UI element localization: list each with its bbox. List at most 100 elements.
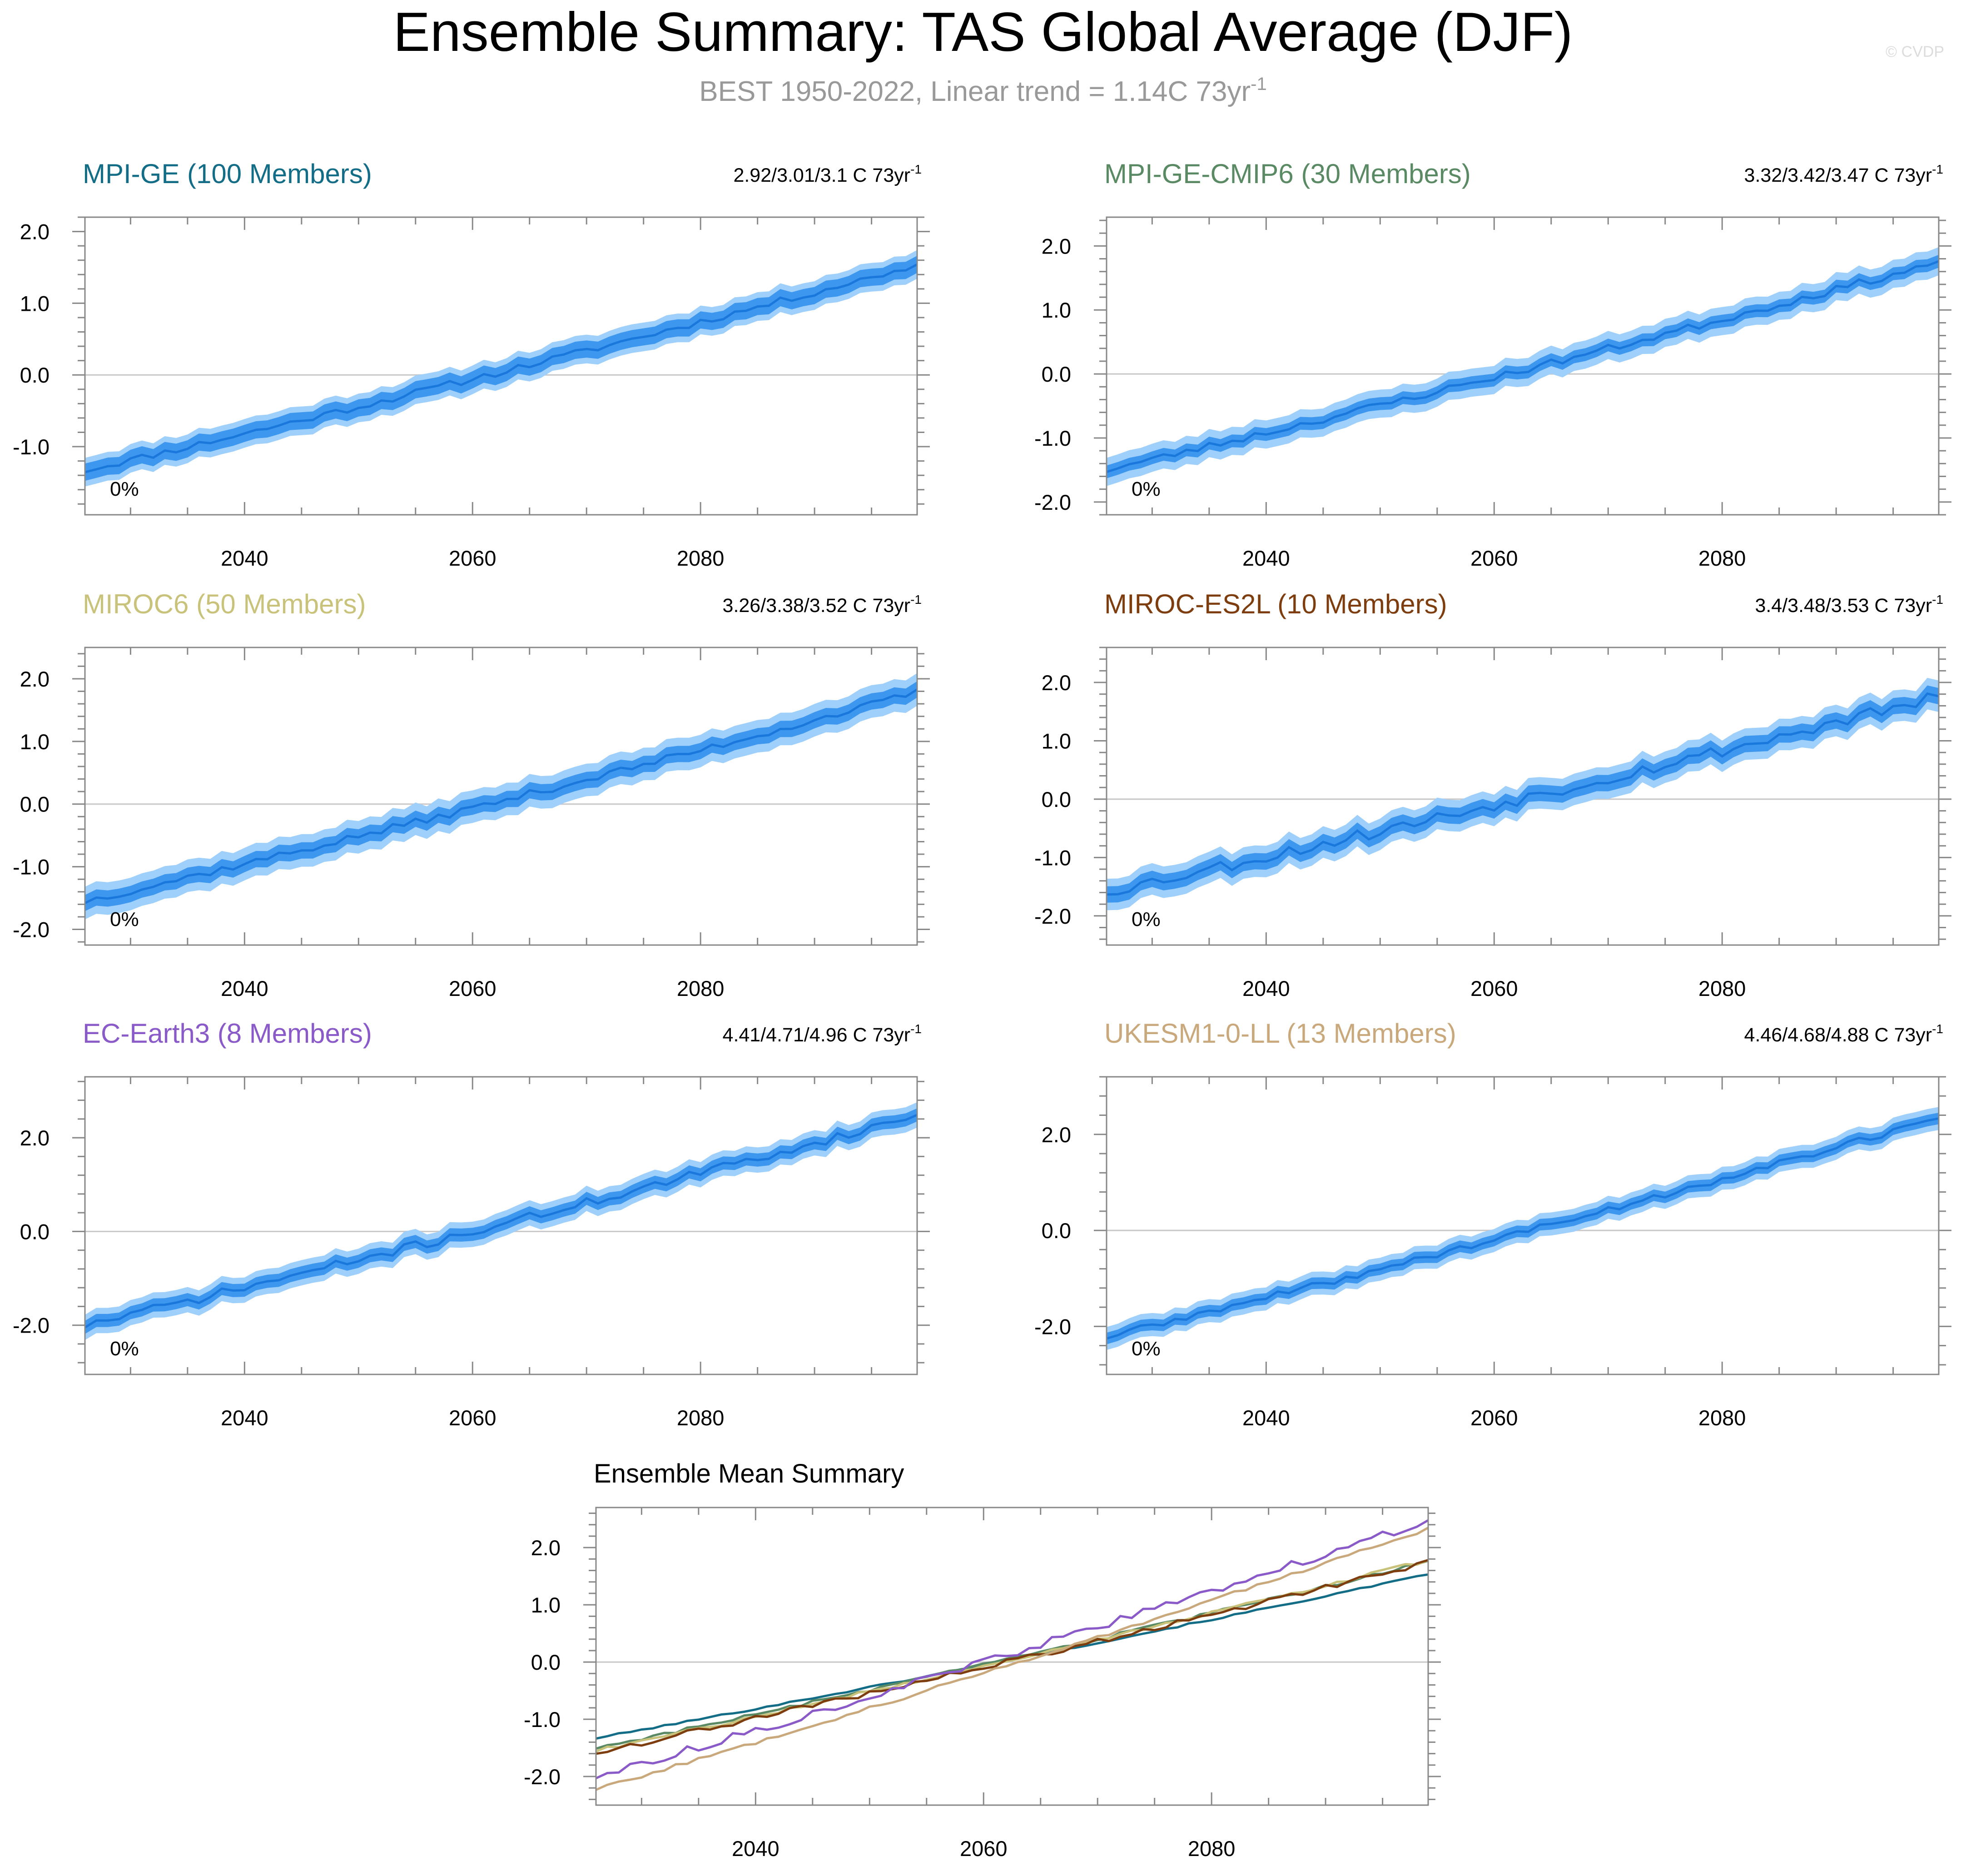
trend-superscript: -1 [910,1022,922,1036]
plot-frame [84,216,918,516]
y-tick-label: 0.0 [20,1219,50,1244]
chart-panel-6: UKESM1-0-LL (13 Members) 4.46/4.68/4.88 C… [1034,1018,1951,1430]
x-tick-label: 2080 [1188,1836,1236,1861]
watermark: © CVDP [1886,43,1944,60]
y-tick-label: 1.0 [1042,298,1071,322]
y-tick-label: -2.0 [1034,490,1071,514]
y-tick-label: 0.0 [1042,787,1071,811]
y-tick-label: 2.0 [20,667,50,691]
x-tick-label: 2060 [1470,1406,1518,1430]
trend-superscript: -1 [910,162,922,176]
trend-text: 2.92/3.01/3.1 C 73yr [733,164,910,186]
y-tick-label: -1.0 [1034,846,1071,870]
y-tick-label: 2.0 [531,1536,561,1560]
y-tick-label: 2.0 [1042,1123,1071,1147]
spread-band-inner [85,255,917,481]
trend-text: 4.41/4.71/4.96 C 73yr [723,1024,911,1046]
y-tick-label: -1.0 [13,855,50,879]
subtitle-superscript: -1 [1251,74,1267,94]
percent-label: 0% [110,908,139,931]
y-tick-label: 2.0 [1042,671,1071,695]
chart-panel-1: MPI-GE (100 Members) 2.92/3.01/3.1 C 73yr… [13,159,930,570]
percent-label: 0% [1132,908,1161,931]
panel-title: Ensemble Mean Summary [594,1459,904,1488]
panel-title: UKESM1-0-LL (13 Members) [1104,1018,1456,1049]
x-tick-label: 2060 [960,1836,1008,1861]
y-tick-label: 0.0 [531,1650,561,1674]
chart-panel-3: MIROC6 (50 Members) 3.26/3.38/3.52 C 73yr… [13,589,930,1000]
series-line-5 [595,1519,1429,1780]
y-tick-label: 0.0 [20,363,50,387]
trend-label: 4.41/4.71/4.96 C 73yr-1 [723,1022,922,1046]
x-tick-label: 2040 [1242,546,1290,570]
x-tick-label: 2060 [449,1406,496,1430]
plot-frame [595,1507,1429,1806]
y-tick-label: 2.0 [20,220,50,244]
y-tick-label: -2.0 [1034,904,1071,928]
spread-band-inner [1107,1113,1939,1344]
y-tick-label: -2.0 [13,1314,50,1338]
plot-frame [1106,647,1940,946]
figure-subtitle: BEST 1950-2022, Linear trend = 1.14C 73y… [699,74,1266,107]
y-tick-label: 1.0 [20,730,50,754]
y-tick-label: -1.0 [13,435,50,459]
y-tick-label: 0.0 [1042,362,1071,386]
trend-text: 4.46/4.68/4.88 C 73yr [1744,1024,1932,1046]
ensemble-mean-line [84,688,918,904]
subtitle-text: BEST 1950-2022, Linear trend = 1.14C 73y… [699,76,1251,107]
chart-panel-5: EC-Earth3 (8 Members) 4.41/4.71/4.96 C 73… [13,1018,930,1430]
trend-label: 2.92/3.01/3.1 C 73yr-1 [733,162,922,186]
y-tick-label: -2.0 [524,1765,561,1789]
trend-text: 3.26/3.38/3.52 C 73yr [723,595,911,617]
y-tick-label: 1.0 [20,291,50,315]
plot-frame [84,1076,918,1375]
panel-title: MPI-GE-CMIP6 (30 Members) [1104,159,1471,189]
plot-frame [1106,216,1940,516]
percent-label: 0% [1132,1338,1161,1360]
x-tick-label: 2080 [1698,976,1746,1000]
series-line-4 [596,1559,1429,1755]
panel-title: MPI-GE (100 Members) [83,159,372,189]
x-tick-label: 2040 [732,1836,779,1861]
x-tick-label: 2040 [221,546,268,570]
y-tick-label: 0.0 [20,792,50,816]
ensemble-mean-line [84,1114,918,1329]
x-tick-label: 2040 [1242,976,1290,1000]
trend-label: 3.26/3.38/3.52 C 73yr-1 [723,592,922,617]
trend-text: 3.4/3.48/3.53 C 73yr [1755,595,1932,617]
x-tick-label: 2080 [677,1406,725,1430]
ensemble-mean-line [84,263,918,473]
x-tick-label: 2040 [1242,1406,1290,1430]
trend-text: 3.32/3.42/3.47 C 73yr [1744,164,1932,186]
x-tick-label: 2040 [221,976,268,1000]
chart-panel-7: Ensemble Mean Summary 2040 2060 2080 -2.0 -1.… [524,1459,1441,1861]
x-tick-label: 2060 [449,976,496,1000]
percent-label: 0% [110,1338,139,1360]
y-tick-label: 0.0 [1042,1219,1071,1243]
ensemble-mean-line [1106,692,1939,896]
y-tick-label: 2.0 [20,1126,50,1150]
trend-superscript: -1 [1932,162,1943,176]
x-tick-label: 2060 [449,546,496,570]
series-line-6 [595,1527,1429,1791]
trend-label: 4.46/4.68/4.88 C 73yr-1 [1744,1022,1943,1046]
spread-band-inner [85,1108,917,1334]
y-tick-label: 1.0 [531,1593,561,1617]
percent-label: 0% [1132,478,1161,500]
x-tick-label: 2060 [1470,546,1518,570]
panels-group: MPI-GE (100 Members) 2.92/3.01/3.1 C 73yr… [13,159,1951,1861]
x-tick-label: 2080 [1698,1406,1746,1430]
y-tick-label: 2.0 [1042,234,1071,258]
chart-panel-2: MPI-GE-CMIP6 (30 Members) 3.32/3.42/3.47 … [1034,159,1951,570]
y-tick-label: 1.0 [1042,729,1071,753]
ensemble-mean-line [1106,1117,1939,1340]
x-tick-label: 2080 [677,546,725,570]
x-tick-label: 2080 [677,976,725,1000]
x-tick-label: 2040 [221,1406,268,1430]
y-tick-label: -1.0 [524,1707,561,1732]
panel-title: MIROC-ES2L (10 Members) [1104,589,1447,619]
y-tick-label: -2.0 [13,918,50,942]
y-tick-label: -2.0 [1034,1314,1071,1339]
trend-label: 3.4/3.48/3.53 C 73yr-1 [1755,592,1943,617]
